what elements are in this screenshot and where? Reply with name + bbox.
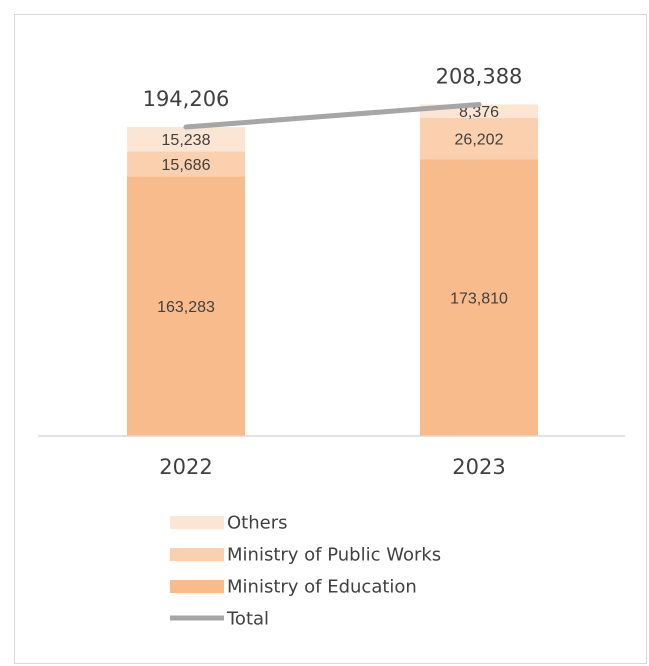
legend-swatch-ministry-of-public-works [170,548,224,561]
bars-layer [127,104,538,437]
legend: Others Ministry of Public Works Ministry o… [170,513,441,630]
x-tick-label-2022: 2022 [159,455,212,479]
data-label-others-2022: 15,238 [162,132,211,149]
legend-swatch-ministry-of-education [170,580,224,593]
legend-label-ministry-of-education: Ministry of Education [227,577,417,598]
x-tick-label-2023: 2023 [452,455,505,479]
bar-ministry-of-education-2023 [420,159,538,437]
data-label-ministry-of-education-2022: 163,283 [157,299,215,316]
legend-label-total: Total [226,609,269,630]
data-label-ministry-of-public-works-2022: 15,686 [162,157,211,174]
legend-label-others: Others [227,513,288,534]
legend-label-ministry-of-public-works: Ministry of Public Works [227,545,441,566]
category-labels-layer: 2022 2023 [159,455,505,479]
bar-ministry-of-public-works-2023 [420,117,538,160]
segment-labels-layer: 163,283 15,686 15,238 173,810 26,202 8,376 [157,104,508,316]
total-label-2022: 194,206 [143,87,230,111]
bar-others-2022 [127,127,245,152]
bar-ministry-of-education-2022 [127,176,245,436]
data-label-ministry-of-public-works-2023: 26,202 [455,132,504,149]
bar-ministry-of-public-works-2022 [127,151,245,177]
legend-swatch-others [170,516,224,529]
total-label-2023: 208,388 [436,64,523,88]
data-label-others-2023: 8,376 [459,104,499,121]
total-line-layer: 194,206 208,388 [143,64,523,130]
data-label-ministry-of-education-2023: 173,810 [450,291,508,308]
total-series-line [183,101,482,130]
chart-frame [14,14,647,664]
